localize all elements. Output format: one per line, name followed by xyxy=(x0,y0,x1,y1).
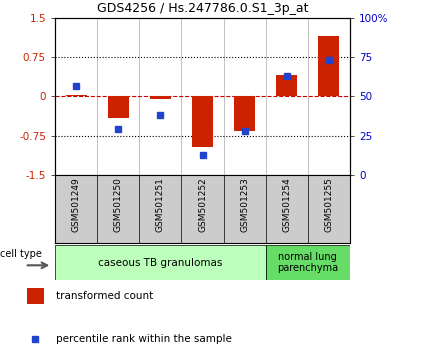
Text: normal lung
parenchyma: normal lung parenchyma xyxy=(277,252,338,273)
Bar xyxy=(318,36,339,97)
Bar xyxy=(192,97,213,147)
Bar xyxy=(150,97,171,99)
Text: transformed count: transformed count xyxy=(56,291,154,301)
Bar xyxy=(234,97,255,131)
Text: GSM501253: GSM501253 xyxy=(240,177,249,232)
Bar xyxy=(27,288,43,304)
Bar xyxy=(65,96,86,97)
Text: cell type: cell type xyxy=(0,249,42,259)
Title: GDS4256 / Hs.247786.0.S1_3p_at: GDS4256 / Hs.247786.0.S1_3p_at xyxy=(97,2,308,16)
Text: GSM501252: GSM501252 xyxy=(198,177,207,232)
Text: percentile rank within the sample: percentile rank within the sample xyxy=(56,333,232,344)
Text: GSM501251: GSM501251 xyxy=(156,177,165,232)
Text: GSM501254: GSM501254 xyxy=(282,177,291,232)
Text: GSM501249: GSM501249 xyxy=(71,177,80,232)
Bar xyxy=(108,97,129,119)
Bar xyxy=(276,75,297,97)
Bar xyxy=(266,245,350,280)
Bar xyxy=(55,245,266,280)
Text: caseous TB granulomas: caseous TB granulomas xyxy=(98,257,223,268)
Text: GSM501255: GSM501255 xyxy=(324,177,333,232)
Text: GSM501250: GSM501250 xyxy=(114,177,123,232)
